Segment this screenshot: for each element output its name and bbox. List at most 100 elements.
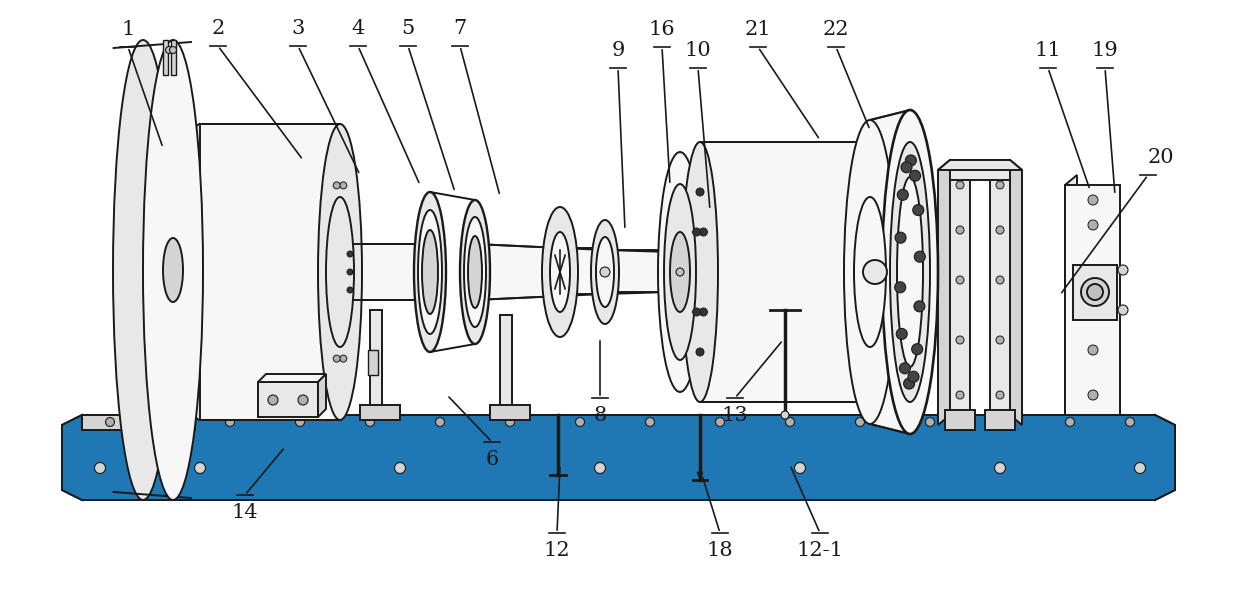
Polygon shape xyxy=(317,374,326,417)
Ellipse shape xyxy=(897,177,923,367)
Circle shape xyxy=(692,308,701,316)
Ellipse shape xyxy=(467,236,482,308)
Circle shape xyxy=(600,267,610,277)
Polygon shape xyxy=(605,250,670,292)
Text: 9: 9 xyxy=(611,41,625,60)
Ellipse shape xyxy=(113,40,174,500)
Text: 4: 4 xyxy=(351,19,365,38)
Polygon shape xyxy=(475,244,560,300)
Ellipse shape xyxy=(422,230,438,314)
Circle shape xyxy=(914,301,925,312)
Circle shape xyxy=(996,276,1004,284)
Circle shape xyxy=(1081,278,1109,306)
Polygon shape xyxy=(62,415,82,500)
Circle shape xyxy=(195,463,206,473)
Circle shape xyxy=(895,232,906,243)
Circle shape xyxy=(863,260,887,284)
Text: 11: 11 xyxy=(1034,41,1061,60)
Ellipse shape xyxy=(596,237,614,307)
Circle shape xyxy=(898,190,909,200)
Polygon shape xyxy=(701,142,870,402)
Polygon shape xyxy=(950,160,970,415)
Circle shape xyxy=(956,336,963,344)
Circle shape xyxy=(699,308,708,316)
Ellipse shape xyxy=(551,232,570,312)
Ellipse shape xyxy=(326,197,353,347)
Circle shape xyxy=(94,463,105,473)
Circle shape xyxy=(904,378,915,389)
Text: 19: 19 xyxy=(1091,41,1118,60)
Circle shape xyxy=(594,463,605,473)
Polygon shape xyxy=(82,430,1154,500)
Polygon shape xyxy=(171,40,176,75)
Text: 1: 1 xyxy=(122,20,135,39)
Circle shape xyxy=(696,188,704,196)
Polygon shape xyxy=(162,40,167,75)
Polygon shape xyxy=(490,405,529,420)
Circle shape xyxy=(913,205,924,215)
Polygon shape xyxy=(368,350,378,375)
Ellipse shape xyxy=(663,184,696,360)
Text: 16: 16 xyxy=(649,20,676,39)
Circle shape xyxy=(340,355,347,362)
Polygon shape xyxy=(360,405,401,420)
Ellipse shape xyxy=(854,197,887,347)
Text: 18: 18 xyxy=(707,541,733,560)
Ellipse shape xyxy=(882,110,937,434)
Ellipse shape xyxy=(670,232,689,312)
Circle shape xyxy=(1087,390,1097,400)
Polygon shape xyxy=(1065,185,1120,415)
Circle shape xyxy=(994,463,1006,473)
Circle shape xyxy=(956,276,963,284)
Circle shape xyxy=(996,336,1004,344)
Circle shape xyxy=(165,46,172,53)
Text: 2: 2 xyxy=(211,19,224,38)
Text: 3: 3 xyxy=(291,19,305,38)
Circle shape xyxy=(340,182,347,189)
Circle shape xyxy=(699,228,708,236)
Circle shape xyxy=(1087,284,1104,300)
Circle shape xyxy=(1118,265,1128,275)
Polygon shape xyxy=(990,160,1011,415)
Polygon shape xyxy=(1011,160,1022,425)
Text: 6: 6 xyxy=(485,450,498,469)
Ellipse shape xyxy=(844,120,897,424)
Text: 13: 13 xyxy=(722,406,749,425)
Text: 12: 12 xyxy=(543,541,570,560)
Circle shape xyxy=(899,363,910,374)
Circle shape xyxy=(925,418,935,427)
Ellipse shape xyxy=(464,217,486,327)
Circle shape xyxy=(908,371,919,382)
Circle shape xyxy=(298,395,308,405)
Ellipse shape xyxy=(658,152,702,392)
Polygon shape xyxy=(1073,265,1117,320)
Polygon shape xyxy=(937,160,950,425)
Circle shape xyxy=(911,344,923,355)
Polygon shape xyxy=(340,244,430,300)
Polygon shape xyxy=(82,415,195,430)
Circle shape xyxy=(394,463,405,473)
Circle shape xyxy=(268,395,278,405)
Circle shape xyxy=(895,282,905,293)
Polygon shape xyxy=(945,410,975,430)
Ellipse shape xyxy=(682,142,718,402)
Circle shape xyxy=(226,418,234,427)
Circle shape xyxy=(856,418,864,427)
Polygon shape xyxy=(82,415,1154,430)
Circle shape xyxy=(910,170,920,181)
Circle shape xyxy=(1087,345,1097,355)
Polygon shape xyxy=(560,248,605,294)
Text: 22: 22 xyxy=(823,20,849,39)
Ellipse shape xyxy=(890,142,930,402)
Polygon shape xyxy=(870,110,910,434)
Polygon shape xyxy=(697,472,703,480)
Circle shape xyxy=(897,328,908,340)
Circle shape xyxy=(334,182,340,189)
Circle shape xyxy=(996,181,1004,189)
Text: 5: 5 xyxy=(402,19,414,38)
Text: 10: 10 xyxy=(684,41,712,60)
Polygon shape xyxy=(500,315,512,415)
Circle shape xyxy=(343,269,350,275)
Ellipse shape xyxy=(591,220,619,324)
Circle shape xyxy=(1135,463,1146,473)
